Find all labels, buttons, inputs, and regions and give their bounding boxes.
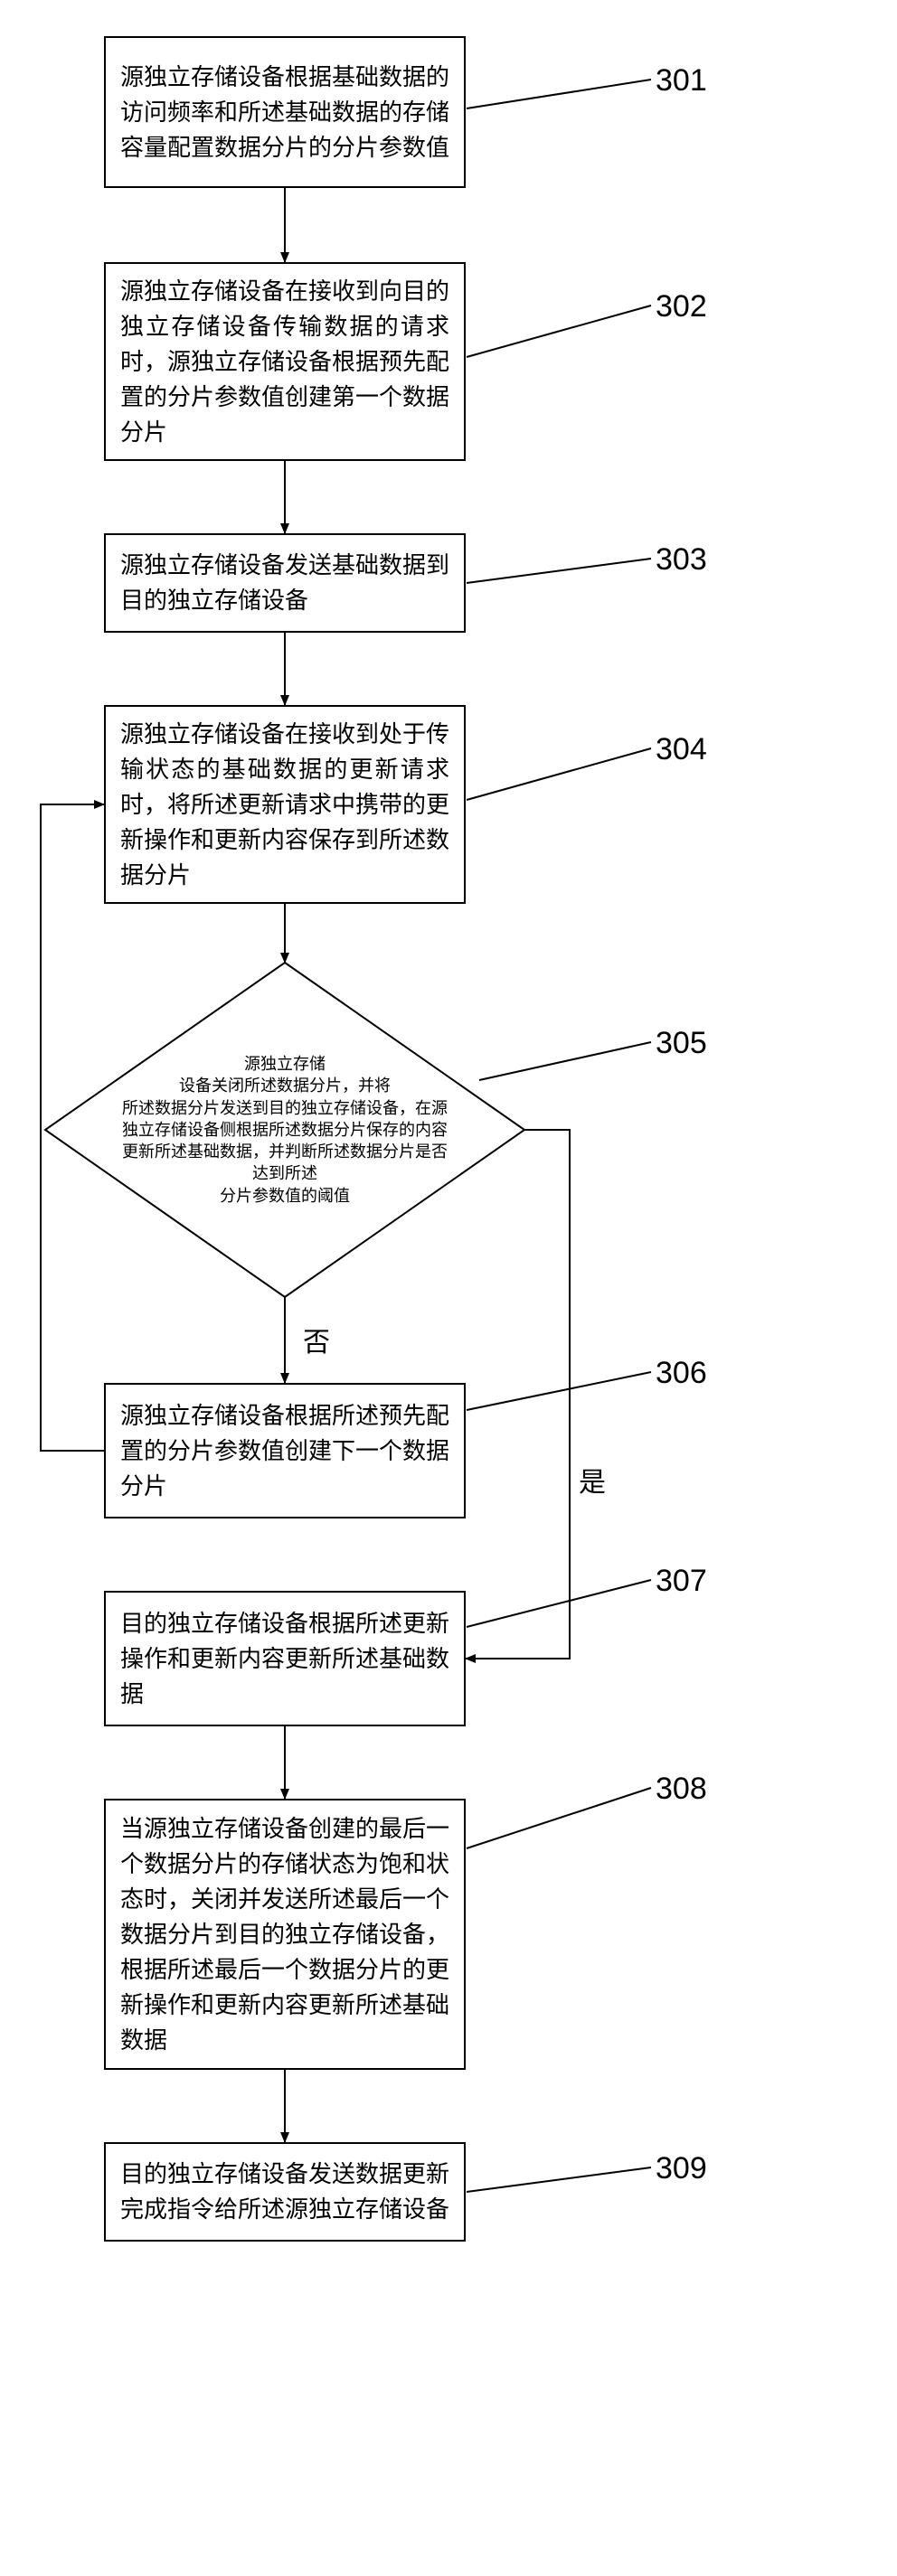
node-303-text: 源独立存储设备发送基础数据到目的独立存储设备 xyxy=(120,548,449,618)
node-304: 源独立存储设备在接收到处于传输状态的基础数据的更新请求时，将所述更新请求中携带的… xyxy=(104,705,466,904)
leader-308 xyxy=(467,1788,651,1848)
leader-301 xyxy=(467,80,651,108)
node-301-text: 源独立存储设备根据基础数据的访问频率和所述基础数据的存储容量配置数据分片的分片参… xyxy=(120,60,449,165)
node-308: 当源独立存储设备创建的最后一个数据分片的存储状态为饱和状态时，关闭并发送所述最后… xyxy=(104,1799,466,2070)
node-308-text: 当源独立存储设备创建的最后一个数据分片的存储状态为饱和状态时，关闭并发送所述最后… xyxy=(120,1811,449,2058)
label-301: 301 xyxy=(656,63,707,99)
leader-306 xyxy=(467,1372,651,1410)
node-306-text: 源独立存储设备根据所述预先配置的分片参数值创建下一个数据分片 xyxy=(120,1398,449,1504)
leader-309 xyxy=(467,2167,651,2192)
leader-307 xyxy=(467,1580,651,1627)
label-309: 309 xyxy=(656,2151,707,2186)
node-304-text: 源独立存储设备在接收到处于传输状态的基础数据的更新请求时，将所述更新请求中携带的… xyxy=(120,717,449,893)
arrow-306-feedback-304 xyxy=(41,804,104,1451)
node-307-text: 目的独立存储设备根据所述更新操作和更新内容更新所述基础数据 xyxy=(120,1606,449,1712)
node-305-text: 源独立存储 设备关闭所述数据分片，并将 所述数据分片发送到目的独立存储设备，在源… xyxy=(122,1053,448,1207)
node-306: 源独立存储设备根据所述预先配置的分片参数值创建下一个数据分片 xyxy=(104,1383,466,1518)
leader-302 xyxy=(467,306,651,357)
node-307: 目的独立存储设备根据所述更新操作和更新内容更新所述基础数据 xyxy=(104,1591,466,1726)
flowchart-canvas: 源独立存储设备根据基础数据的访问频率和所述基础数据的存储容量配置数据分片的分片参… xyxy=(0,0,897,2576)
arrow-305-yes-307 xyxy=(466,1130,570,1659)
node-301: 源独立存储设备根据基础数据的访问频率和所述基础数据的存储容量配置数据分片的分片参… xyxy=(104,36,466,188)
leader-305 xyxy=(479,1042,651,1080)
node-305-diamond xyxy=(45,963,524,1297)
node-302-text: 源独立存储设备在接收到向目的独立存储设备传输数据的请求时，源独立存储设备根据预先… xyxy=(120,274,449,450)
label-308: 308 xyxy=(656,1772,707,1807)
label-304: 304 xyxy=(656,732,707,767)
label-302: 302 xyxy=(656,289,707,324)
node-309: 目的独立存储设备发送数据更新完成指令给所述源独立存储设备 xyxy=(104,2142,466,2242)
node-309-text: 目的独立存储设备发送数据更新完成指令给所述源独立存储设备 xyxy=(120,2157,449,2227)
node-303: 源独立存储设备发送基础数据到目的独立存储设备 xyxy=(104,533,466,633)
leader-303 xyxy=(467,559,651,583)
label-307: 307 xyxy=(656,1564,707,1599)
label-306: 306 xyxy=(656,1356,707,1391)
label-305: 305 xyxy=(656,1026,707,1061)
branch-yes-label: 是 xyxy=(579,1460,606,1500)
branch-no-label: 否 xyxy=(303,1320,330,1359)
leader-304 xyxy=(467,748,651,800)
node-302: 源独立存储设备在接收到向目的独立存储设备传输数据的请求时，源独立存储设备根据预先… xyxy=(104,262,466,461)
label-303: 303 xyxy=(656,542,707,578)
